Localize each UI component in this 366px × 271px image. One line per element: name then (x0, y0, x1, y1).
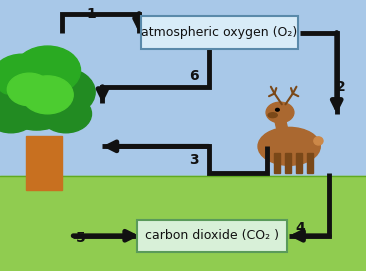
Ellipse shape (268, 113, 277, 118)
Text: 6: 6 (189, 69, 199, 83)
Ellipse shape (314, 137, 323, 145)
Circle shape (0, 54, 51, 98)
Circle shape (0, 76, 73, 130)
Text: 5: 5 (76, 231, 85, 246)
Text: 2: 2 (336, 80, 345, 94)
Ellipse shape (258, 127, 320, 165)
Polygon shape (274, 119, 289, 136)
Bar (307, 153, 313, 173)
Circle shape (266, 102, 294, 123)
Text: atmospheric oxygen (O₂): atmospheric oxygen (O₂) (142, 26, 298, 39)
Text: carbon dioxide (CO₂ ): carbon dioxide (CO₂ ) (145, 229, 279, 242)
Text: 1: 1 (87, 7, 96, 21)
Circle shape (0, 95, 37, 133)
Circle shape (40, 95, 92, 133)
Bar (26, 136, 62, 190)
FancyBboxPatch shape (141, 16, 298, 49)
Bar (274, 153, 280, 173)
Circle shape (22, 76, 73, 114)
Circle shape (29, 68, 95, 117)
Text: 4: 4 (295, 221, 305, 235)
Bar (0, 176, 366, 271)
Bar (296, 153, 302, 173)
FancyBboxPatch shape (137, 220, 287, 252)
Bar (285, 153, 291, 173)
Circle shape (276, 108, 279, 111)
Circle shape (7, 73, 51, 106)
Circle shape (15, 46, 81, 95)
Circle shape (0, 70, 48, 119)
Text: 3: 3 (189, 153, 199, 167)
